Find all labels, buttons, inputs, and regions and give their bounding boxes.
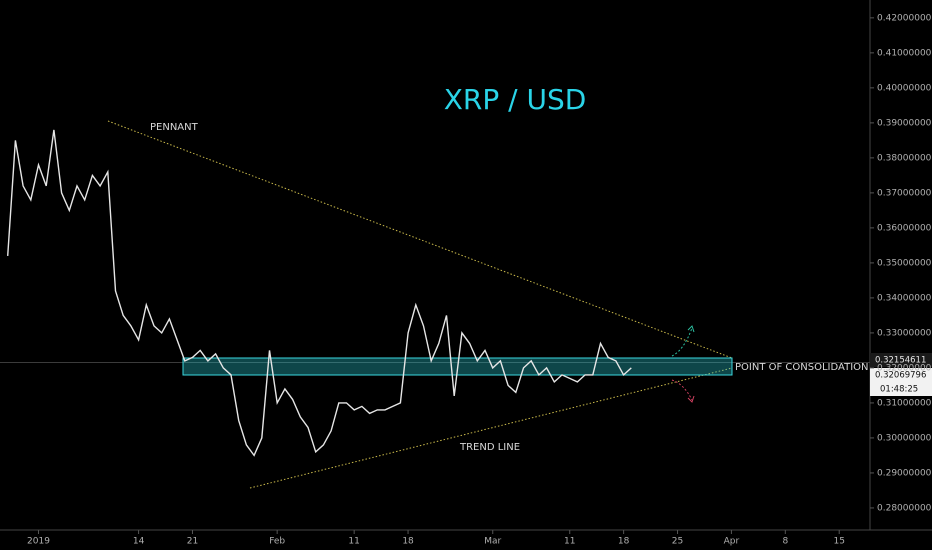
up-arrow-head (687, 325, 695, 333)
x-tick-label: 11 (564, 537, 575, 547)
pennant-upper (107, 120, 733, 359)
price-tag-bg (870, 353, 932, 367)
timer-tag-bg (870, 382, 932, 396)
y-tick-label: 0.39000000 (877, 118, 932, 128)
x-tick-label: 2019 (27, 537, 50, 547)
x-tick-label: Feb (269, 537, 285, 547)
price-tag-bg (870, 368, 932, 382)
down-arrow-head (687, 395, 695, 403)
x-tick-label: 25 (672, 537, 683, 547)
y-tick-label: 0.34000000 (877, 293, 932, 303)
trend-line-lower (249, 367, 733, 489)
x-tick-label: 18 (618, 537, 630, 547)
y-tick-label: 0.32000000 (877, 363, 932, 373)
price-line (7, 129, 632, 457)
x-tick-label: 8 (782, 537, 788, 547)
y-tick-label: 0.33000000 (877, 328, 932, 338)
annotation: PENNANT (150, 122, 199, 133)
price-tag: 0.32154611 (875, 356, 926, 366)
x-tick-label: 21 (187, 537, 198, 547)
annotation: POINT OF CONSOLIDATION (735, 362, 869, 373)
down-arrow (671, 379, 693, 401)
y-tick-label: 0.30000000 (877, 433, 932, 443)
x-tick-label: 15 (833, 537, 844, 547)
chart-title: XRP / USD (444, 83, 587, 116)
up-arrow (671, 327, 693, 357)
x-tick-label: 14 (133, 537, 145, 547)
y-tick-label: 0.29000000 (877, 468, 932, 478)
y-tick-label: 0.31000000 (877, 398, 932, 408)
y-tick-label: 0.38000000 (877, 153, 932, 163)
price-tag: 0.32069796 (875, 371, 926, 381)
y-tick-label: 0.41000000 (877, 48, 932, 58)
x-tick-label: 11 (348, 537, 359, 547)
x-tick-label: Mar (484, 537, 501, 547)
y-tick-label: 0.35000000 (877, 258, 932, 268)
x-tick-label: Apr (724, 537, 740, 547)
y-tick-label: 0.36000000 (877, 223, 932, 233)
y-tick-label: 0.40000000 (877, 83, 932, 93)
timer-tag: 01:48:25 (880, 385, 918, 395)
y-tick-label: 0.28000000 (877, 503, 932, 513)
annotation: TREND LINE (459, 442, 520, 453)
x-tick-label: 18 (402, 537, 414, 547)
y-tick-label: 0.42000000 (877, 13, 932, 23)
y-tick-label: 0.37000000 (877, 188, 932, 198)
